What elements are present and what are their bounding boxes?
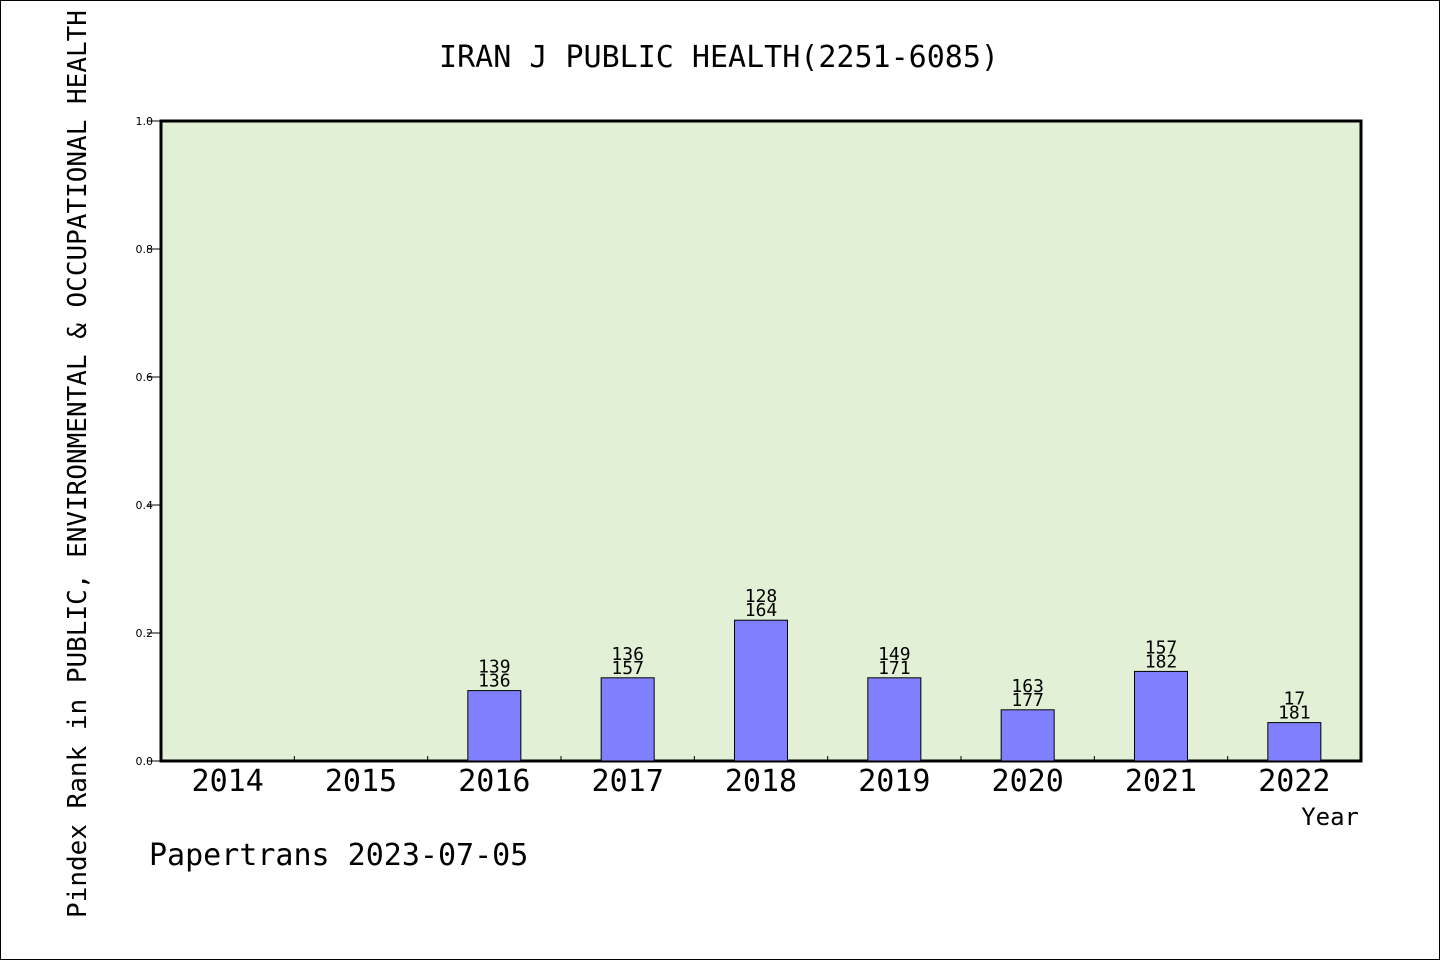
x-tick-label: 2019	[858, 764, 930, 799]
bar-rank-label: 157	[1145, 637, 1178, 658]
y-tick-label: 0.0	[136, 755, 154, 768]
bar-total-label: 171	[878, 658, 911, 679]
bar-2016	[467, 690, 522, 762]
bar-total-label: 157	[611, 658, 644, 679]
bar-rank-label: 149	[878, 644, 911, 665]
bar-rank-label: 136	[611, 644, 644, 665]
bar-total-label: 182	[1145, 651, 1178, 672]
bar-total-label: 136	[478, 671, 511, 692]
bar-2020	[1000, 709, 1055, 762]
x-axis-ticks: 2014 2015 2016 2017 2018 2019 2020 2021 2022	[192, 756, 1330, 799]
y-tick-label: 0.6	[136, 371, 154, 384]
footer-text: Papertrans 2023-07-05	[149, 838, 528, 873]
x-tick-label: 2018	[725, 764, 797, 799]
chart-title: IRAN J PUBLIC HEALTH(2251-6085)	[439, 40, 999, 75]
bar-total-label: 164	[745, 600, 778, 621]
x-tick-label: 2021	[1125, 764, 1197, 799]
bar-rank-label: 139	[478, 657, 511, 678]
bars	[467, 619, 1322, 762]
x-tick-label: 2017	[592, 764, 664, 799]
y-tick-label: 0.2	[136, 627, 154, 640]
bar-rank-label: 17	[1283, 689, 1305, 710]
x-tick-label: 2022	[1258, 764, 1330, 799]
x-axis-label: Year	[1301, 803, 1359, 831]
bar-2018	[734, 619, 788, 762]
bar-2017	[600, 677, 655, 762]
x-tick-label: 2014	[192, 764, 264, 799]
x-tick-label: 2015	[325, 764, 397, 799]
bar-rank-label: 163	[1011, 676, 1044, 697]
x-tick-label: 2020	[992, 764, 1064, 799]
y-tick-label: 0.4	[136, 499, 154, 512]
y-tick-label: 1.0	[136, 115, 154, 128]
bar-rank-label: 128	[745, 586, 778, 607]
y-axis-ticks: 0.0 0.2 0.4 0.6 0.8 1.0	[136, 115, 161, 768]
bar-2019	[867, 677, 922, 762]
bar-2021	[1134, 670, 1188, 762]
y-tick-label: 0.8	[136, 243, 154, 256]
bar-total-label: 177	[1011, 690, 1044, 711]
bar-total-label: 181	[1278, 703, 1311, 724]
x-tick-label: 2016	[458, 764, 530, 799]
bar-2022	[1267, 722, 1322, 762]
y-axis-label: Pindex Rank in PUBLIC, ENVIRONMENTAL & O…	[63, 10, 93, 918]
